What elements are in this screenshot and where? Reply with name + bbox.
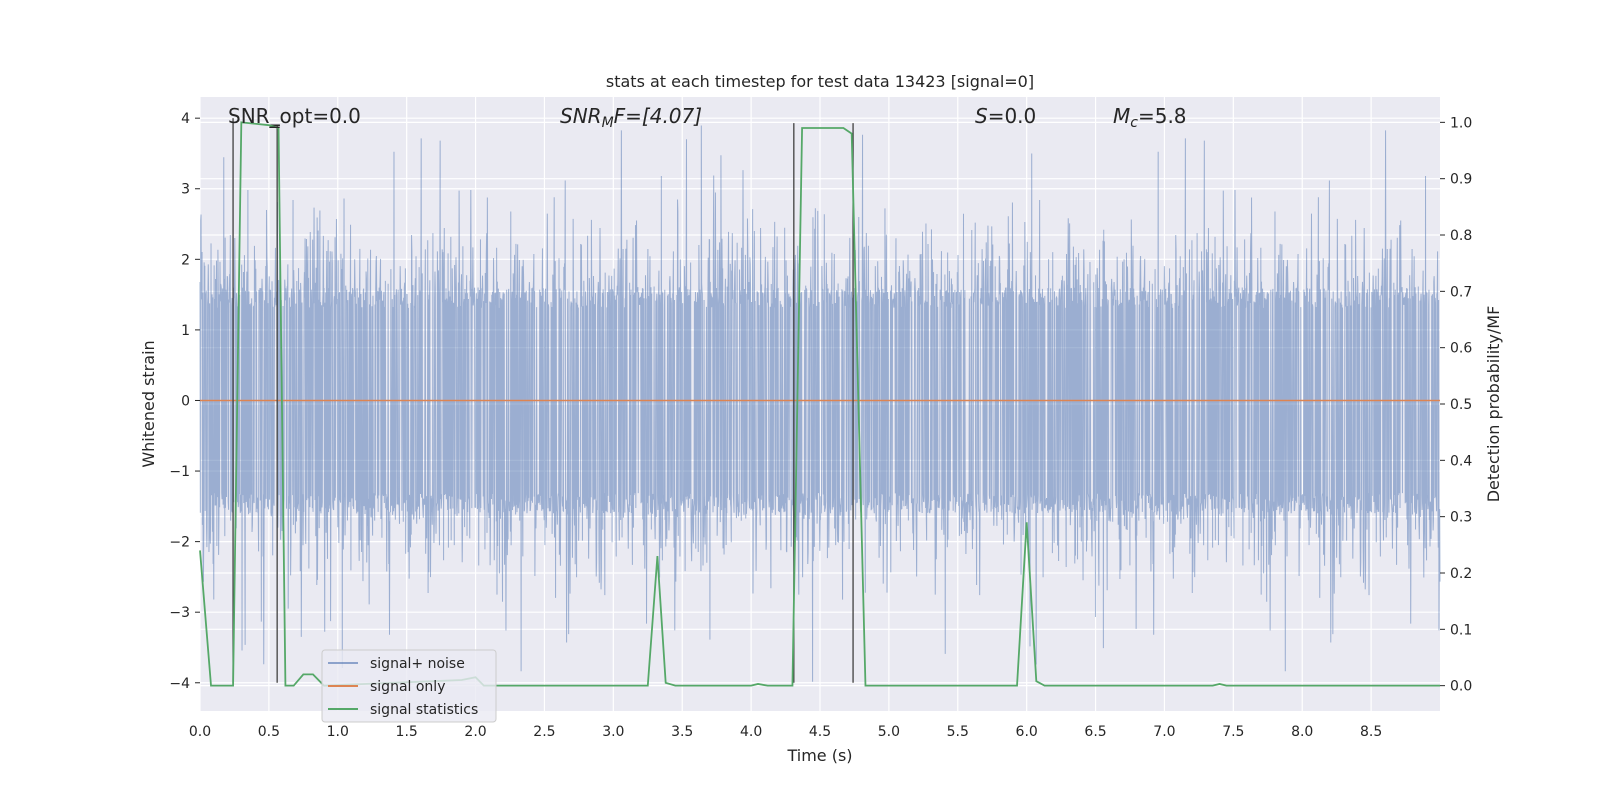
x-tick-label: 1.5: [396, 724, 418, 740]
x-tick-label: 3.0: [602, 724, 624, 740]
series-signal-statistics: [199, 121, 1440, 687]
annotation-mc-sub: c: [1130, 115, 1138, 131]
noise-line: [199, 125, 1441, 682]
annotation-mc-rest: =5.8: [1138, 104, 1187, 128]
y2-tick-label: 0.9: [1450, 172, 1472, 188]
y-tick-label: −1: [169, 464, 190, 480]
annotation-mc-main: M: [1113, 104, 1130, 128]
x-tick-label: 1.0: [327, 724, 349, 740]
y2-axis-label: Detection probability/MF: [1484, 306, 1503, 503]
y-tick-label: 3: [181, 182, 190, 198]
y-tick-label: −4: [169, 676, 190, 692]
x-tick-label: 4.5: [809, 724, 831, 740]
y-tick-label: 2: [181, 252, 190, 268]
legend-box: [321, 649, 497, 723]
legend-label-0: signal+ noise: [370, 656, 465, 672]
statistics-line: [199, 121, 1440, 687]
y2-tick-label: 0.6: [1450, 341, 1472, 357]
y-axis-label: Whitened strain: [139, 340, 158, 467]
annotation-s: S=0.0: [975, 104, 1036, 128]
x-tick-label: 2.0: [464, 724, 486, 740]
y2-tick-label: 1.0: [1450, 115, 1472, 131]
y-tick-label: 1: [181, 323, 190, 339]
y2-tick-label: 0.1: [1450, 622, 1472, 638]
annotation-s-main: S: [975, 104, 988, 128]
y2-tick-label: 0.4: [1450, 453, 1472, 469]
x-tick-label: 8.0: [1291, 724, 1313, 740]
x-tick-label: 5.5: [947, 724, 969, 740]
y2-tick-label: 0.2: [1450, 566, 1472, 582]
x-axis-label: Time (s): [786, 746, 852, 765]
annotation-snr-mf: SNRMF=[4.07]: [560, 104, 702, 131]
y-tick-label: −2: [169, 535, 190, 551]
annotations: SNR_opt=0.0 SNRMF=[4.07] S=0.0 Mc=5.8: [228, 104, 1187, 131]
x-tick-label: 5.0: [878, 724, 900, 740]
annotation-snr-mf-rest: F=[4.07]: [614, 104, 702, 128]
x-tick-label: 0.5: [258, 724, 280, 740]
x-axis-ticks: 0.0 0.5 1.0 1.5 2.0 2.5 3.0 3.5 4.0 4.5 5.0 5.5 6.0 6…: [189, 724, 1382, 740]
x-tick-label: 6.5: [1084, 724, 1106, 740]
x-tick-label: 7.5: [1222, 724, 1244, 740]
y-axis-ticks: 4 3 2 1 0 −1 −2 −3 −4: [169, 111, 200, 692]
x-tick-label: 2.5: [533, 724, 555, 740]
y-tick-label: 0: [181, 393, 190, 409]
legend-label-2: signal statistics: [370, 702, 478, 718]
y2-tick-label: 0.3: [1450, 510, 1472, 526]
x-tick-label: 4.0: [740, 724, 762, 740]
chart-title: stats at each timestep for test data 134…: [606, 72, 1034, 91]
y2-tick-label: 0.0: [1450, 679, 1472, 695]
x-tick-label: 6.0: [1016, 724, 1038, 740]
annotation-snr-mf-main: SNR: [560, 104, 602, 128]
annotation-snr-opt: SNR_opt=0.0: [228, 104, 361, 128]
y2-tick-label: 0.7: [1450, 284, 1472, 300]
y2-axis-ticks: 1.0 0.9 0.8 0.7 0.6 0.5 0.4 0.3 0.2 0.1 0.0: [1440, 115, 1472, 695]
y2-tick-label: 0.8: [1450, 228, 1472, 244]
annotation-s-rest: =0.0: [988, 104, 1037, 128]
series-signal-noise: [199, 125, 1441, 682]
x-tick-label: 3.5: [671, 724, 693, 740]
legend: signal+ noise signal only signal statistic…: [321, 649, 497, 723]
x-tick-label: 8.5: [1360, 724, 1382, 740]
annotation-snr-mf-sub: M: [602, 115, 614, 131]
x-tick-label: 7.0: [1153, 724, 1175, 740]
y-tick-label: −3: [169, 605, 190, 621]
y-tick-label: 4: [181, 111, 190, 127]
y2-tick-label: 0.5: [1450, 397, 1472, 413]
legend-label-1: signal only: [370, 679, 445, 695]
annotation-mc: Mc=5.8: [1113, 104, 1187, 131]
x-tick-label: 0.0: [189, 724, 211, 740]
